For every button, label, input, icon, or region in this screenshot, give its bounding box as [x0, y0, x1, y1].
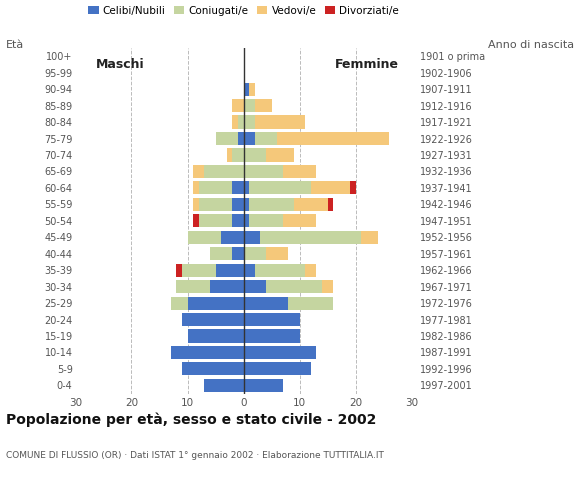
Bar — [233, 99, 244, 112]
Text: Anno di nascita: Anno di nascita — [488, 40, 574, 50]
Bar — [277, 132, 389, 145]
Bar — [204, 379, 244, 392]
Bar — [227, 148, 233, 162]
Bar — [187, 231, 221, 244]
Bar — [328, 198, 334, 211]
Bar — [244, 214, 249, 228]
Legend: Celibi/Nubili, Coniugati/e, Vedovi/e, Divorziati/e: Celibi/Nubili, Coniugati/e, Vedovi/e, Di… — [84, 1, 403, 20]
Bar — [294, 198, 328, 211]
Bar — [244, 132, 255, 145]
Bar — [283, 165, 317, 178]
Bar — [233, 198, 244, 211]
Bar — [171, 346, 244, 359]
Bar — [193, 214, 199, 228]
Bar — [249, 214, 283, 228]
Bar — [216, 264, 244, 277]
Bar — [266, 280, 322, 293]
Bar — [182, 362, 244, 375]
Bar — [176, 264, 182, 277]
Bar — [255, 116, 305, 129]
Bar — [244, 280, 266, 293]
Bar — [244, 313, 300, 326]
Bar — [260, 231, 361, 244]
Bar — [171, 297, 187, 310]
Bar — [255, 264, 305, 277]
Bar — [221, 231, 244, 244]
Bar — [193, 198, 199, 211]
Bar — [255, 99, 271, 112]
Bar — [244, 116, 255, 129]
Bar — [244, 83, 249, 96]
Bar — [210, 247, 233, 260]
Bar — [182, 313, 244, 326]
Bar — [350, 181, 356, 194]
Bar — [244, 247, 266, 260]
Bar — [305, 264, 317, 277]
Bar — [244, 99, 255, 112]
Bar — [204, 165, 244, 178]
Bar — [199, 181, 233, 194]
Bar — [266, 148, 294, 162]
Bar — [322, 280, 334, 293]
Bar — [182, 264, 216, 277]
Bar — [311, 181, 350, 194]
Bar — [244, 148, 266, 162]
Bar — [244, 198, 249, 211]
Bar — [361, 231, 378, 244]
Text: Femmine: Femmine — [335, 58, 399, 71]
Text: Età: Età — [6, 40, 24, 50]
Bar — [187, 297, 244, 310]
Bar — [199, 214, 233, 228]
Bar — [255, 132, 277, 145]
Text: Maschi: Maschi — [96, 58, 144, 71]
Bar — [210, 280, 244, 293]
Bar — [249, 83, 255, 96]
Bar — [244, 264, 255, 277]
Bar — [244, 165, 283, 178]
Bar — [244, 329, 300, 343]
Text: Popolazione per età, sesso e stato civile - 2002: Popolazione per età, sesso e stato civil… — [6, 413, 376, 427]
Bar — [244, 362, 311, 375]
Text: COMUNE DI FLUSSIO (OR) · Dati ISTAT 1° gennaio 2002 · Elaborazione TUTTITALIA.IT: COMUNE DI FLUSSIO (OR) · Dati ISTAT 1° g… — [6, 451, 384, 460]
Bar — [187, 329, 244, 343]
Bar — [244, 231, 260, 244]
Bar — [233, 247, 244, 260]
Bar — [233, 214, 244, 228]
Bar — [238, 116, 244, 129]
Bar — [176, 280, 210, 293]
Bar — [249, 198, 294, 211]
Bar — [266, 247, 288, 260]
Bar — [244, 346, 317, 359]
Bar — [233, 116, 238, 129]
Bar — [233, 148, 244, 162]
Bar — [193, 181, 199, 194]
Bar — [283, 214, 317, 228]
Bar — [288, 297, 333, 310]
Bar — [199, 198, 233, 211]
Bar — [216, 132, 238, 145]
Bar — [244, 297, 288, 310]
Bar — [244, 181, 249, 194]
Bar — [244, 379, 283, 392]
Bar — [233, 181, 244, 194]
Bar — [249, 181, 311, 194]
Bar — [238, 132, 244, 145]
Bar — [193, 165, 204, 178]
